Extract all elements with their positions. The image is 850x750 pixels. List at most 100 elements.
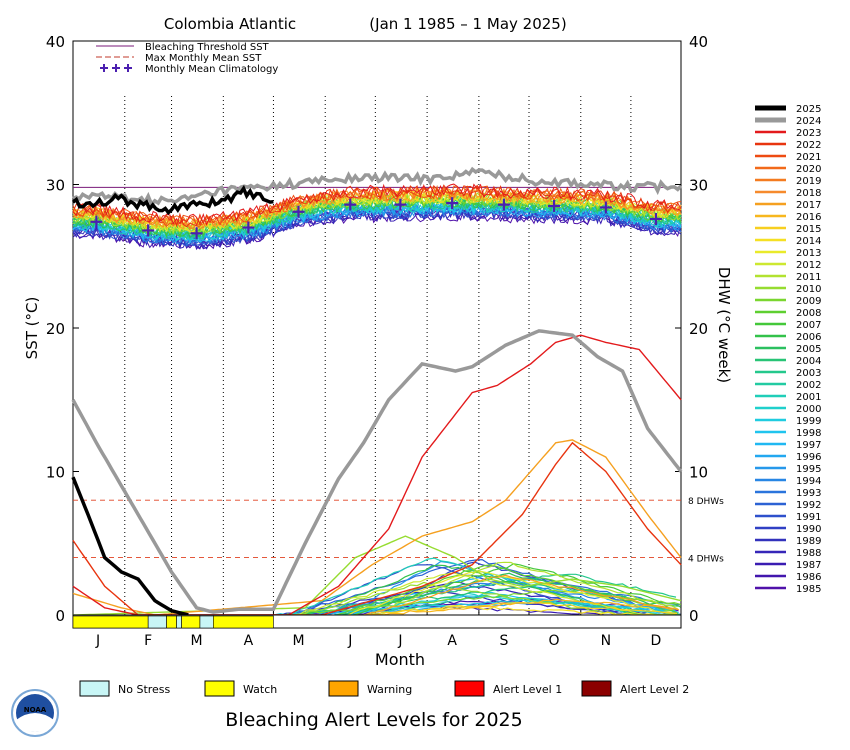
- month-label: D: [651, 633, 662, 649]
- alert-levels-title: Bleaching Alert Levels for 2025: [225, 709, 522, 731]
- y-tick-label-right: 40: [689, 33, 708, 51]
- alert-segment: [213, 615, 274, 629]
- sst-line-2019: [72, 185, 682, 230]
- year-legend-label: 1992: [796, 500, 821, 511]
- dhw-line-2024: [71, 329, 683, 614]
- alert-legend-label: Alert Level 2: [620, 683, 689, 696]
- alert-legend-swatch: [581, 680, 612, 697]
- sst-line-2021: [72, 185, 682, 228]
- year-legend-label: 2019: [796, 176, 821, 187]
- dhw-line-2017: [72, 439, 682, 616]
- year-legend-label: 2024: [796, 116, 821, 127]
- sst-line-2020: [72, 184, 682, 227]
- year-legend-label: 2023: [796, 128, 821, 139]
- legend-label: Bleaching Threshold SST: [145, 42, 270, 53]
- dhw-line-2005: [342, 572, 677, 616]
- dhw-series-group: [71, 329, 683, 617]
- climatology-marker: [497, 198, 510, 211]
- plot-frame: [72, 40, 682, 616]
- year-legend-label: 2010: [796, 284, 821, 295]
- legend-plus-marker: [100, 64, 108, 72]
- y-tick-label-right: 30: [689, 177, 708, 195]
- climatology-marker: [292, 205, 305, 218]
- dhw-line-2016: [369, 598, 678, 616]
- year-legend-label: 1999: [796, 416, 821, 427]
- legend-label: Monthly Mean Climatology: [145, 64, 278, 75]
- chart-title: Colombia Atlantic: [164, 15, 296, 33]
- month-label: A: [447, 633, 457, 649]
- alert-legend-label: No Stress: [118, 683, 171, 696]
- climatology-marker: [90, 215, 103, 228]
- alert-segment: [166, 615, 177, 629]
- year-legend-label: 2018: [796, 188, 821, 199]
- sst-line-2024: [72, 166, 683, 208]
- climatology-marker: [142, 224, 155, 237]
- dhw-line-2010: [296, 581, 678, 616]
- month-dividers: [124, 96, 632, 615]
- y-axis-left-title: SST (°C): [23, 297, 41, 360]
- dhw-line-2012: [293, 572, 681, 616]
- year-legend-label: 1986: [796, 572, 821, 583]
- alert-legend-label: Watch: [243, 683, 277, 696]
- month-label: J: [397, 633, 402, 649]
- y-tick-label-left: 20: [46, 320, 65, 338]
- dhw-line-2023: [72, 334, 682, 616]
- axis-ticks: 0 0 10 10 20 20 30 30 40 40: [46, 33, 708, 625]
- climatology-marker: [344, 198, 357, 211]
- y-tick-label-right: 10: [689, 464, 708, 482]
- dhw-line-2014: [367, 605, 675, 616]
- climatology-marker: [242, 221, 255, 234]
- chart-period: (Jan 1 1985 – 1 May 2025): [369, 15, 566, 33]
- year-legend-label: 1994: [796, 476, 821, 487]
- month-label: F: [144, 633, 152, 649]
- alert-bar: [72, 614, 682, 629]
- dhw-line-2017: [364, 574, 680, 616]
- alert-segment: [199, 615, 214, 629]
- legend-label: Max Monthly Mean SST: [145, 53, 262, 64]
- y-axis-right-title: DHW (°C week): [715, 267, 733, 383]
- dhw-line-2025: [71, 476, 189, 617]
- year-legend-label: 2003: [796, 368, 821, 379]
- year-legend-label: 1995: [796, 464, 821, 475]
- alert-legend-label: Alert Level 1: [493, 683, 562, 696]
- alert-legend-swatch: [454, 680, 485, 697]
- year-legend-label: 1987: [796, 560, 821, 571]
- year-legend-label: 2015: [796, 224, 821, 235]
- year-legend-label: 2005: [796, 344, 821, 355]
- alert-legend-swatch: [328, 680, 359, 697]
- year-legend-label: 2020: [796, 164, 821, 175]
- x-axis-title: Month: [375, 650, 425, 669]
- sst-series-group: [71, 166, 683, 251]
- y-tick-label-right: 0: [689, 607, 699, 625]
- legend-plus-marker: [112, 64, 120, 72]
- year-legend-label: 2001: [796, 392, 821, 403]
- year-legend-label: 2009: [796, 296, 821, 307]
- year-legend-label: 1998: [796, 428, 821, 439]
- dhw-reference-label: 8 DHWs: [688, 497, 724, 507]
- year-legend-label: 2007: [796, 320, 821, 331]
- climatology-marker: [446, 197, 459, 210]
- dhw-line-2011: [370, 561, 679, 616]
- month-label: M: [191, 633, 203, 649]
- month-label: S: [499, 633, 508, 649]
- y-tick-label-left: 30: [46, 177, 65, 195]
- year-legend-label: 2017: [796, 200, 821, 211]
- noaa-logo-text: NOAA: [24, 706, 47, 714]
- year-legend-label: 2004: [796, 356, 821, 367]
- dhw-line-1999: [273, 599, 675, 616]
- climatology-marker: [548, 200, 561, 213]
- month-label: O: [549, 633, 560, 649]
- year-legend-label: 1985: [796, 584, 821, 595]
- year-legend-label: 2022: [796, 140, 821, 151]
- alert-legend-swatch: [204, 680, 235, 697]
- year-legend-label: 1993: [796, 488, 821, 499]
- climatology-marker: [394, 198, 407, 211]
- alert-segment: [72, 615, 149, 629]
- year-legend-label: 1988: [796, 548, 821, 559]
- year-legend-label: 2012: [796, 260, 821, 271]
- year-legend-label: 2000: [796, 404, 821, 415]
- year-legend-label: 1991: [796, 512, 821, 523]
